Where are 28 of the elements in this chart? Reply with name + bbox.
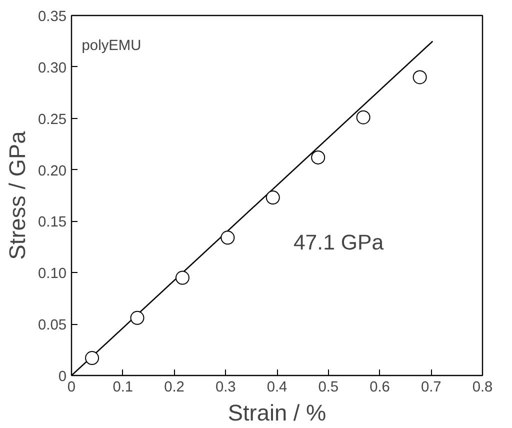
point [412,70,427,84]
y-tick-label: 0 [58,369,67,385]
x-tick-label: 0.2 [164,380,184,396]
annotation: polyEMU [82,38,142,54]
point [220,230,235,245]
y-tick-label: 0.30 [38,60,67,76]
x-tick-label: 0.5 [318,380,339,396]
y-tick-label: 0.15 [38,214,67,231]
annotation: 47.1 GPa [293,230,384,254]
x-tick-label: 0.3 [215,380,236,396]
x-tick-label: 0.8 [472,380,493,396]
point [85,351,100,365]
x-tick-label: 0.4 [266,380,288,396]
x-tick-label: 0.7 [420,380,442,396]
y-tick-label: 0.25 [38,112,67,128]
point [311,150,326,164]
point [130,310,144,325]
y-tick-label: 0.10 [38,266,67,282]
point [356,110,370,124]
x-tick-label: 0.6 [370,380,390,396]
point [266,190,280,205]
y-tick-label: 0.05 [38,318,67,334]
y-tick-label: 0.20 [38,163,67,180]
x-axis-title: Strain / % [228,400,326,426]
x-tick-label: 0.1 [112,380,134,396]
y-tick-label: 0.35 [38,9,67,25]
point [175,270,190,285]
y-axis-title: Stress / GPa [4,130,30,260]
